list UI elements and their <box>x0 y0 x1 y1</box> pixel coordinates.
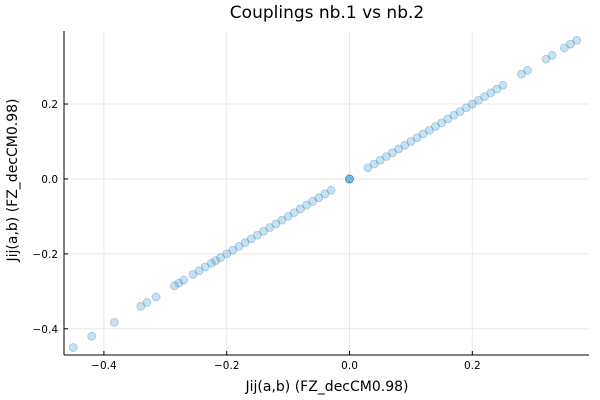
data-point <box>424 125 434 135</box>
data-points <box>68 35 582 352</box>
data-point <box>455 107 465 116</box>
data-point <box>388 148 397 158</box>
data-point <box>283 212 293 221</box>
data-point <box>560 43 569 53</box>
data-point <box>246 234 256 244</box>
data-point <box>136 301 146 311</box>
data-point <box>345 174 354 184</box>
data-point <box>375 155 385 165</box>
data-point <box>498 80 508 90</box>
x-tick-label: 0.0 <box>341 360 358 372</box>
data-point <box>326 185 336 195</box>
data-point <box>211 256 221 266</box>
x-tick-label: 0.2 <box>464 360 481 372</box>
data-point <box>406 137 416 146</box>
x-axis-label: Jij(a,b) (FZ_decCM0.98) <box>245 379 409 395</box>
data-point <box>363 163 373 173</box>
x-tick-label: −0.4 <box>91 360 117 372</box>
data-point <box>523 65 532 75</box>
data-point <box>188 270 198 279</box>
data-point <box>200 262 210 272</box>
data-point <box>228 245 238 255</box>
data-point <box>174 278 184 288</box>
data-point <box>443 114 453 124</box>
data-point <box>547 50 557 60</box>
data-point <box>151 292 161 302</box>
data-point <box>170 281 179 291</box>
data-point <box>400 140 410 150</box>
tick-labels: −0.4 −0.2 0.0 0.2 −0.4 −0.2 0.0 0.2 <box>33 99 481 372</box>
data-point <box>566 39 575 49</box>
data-point <box>418 129 428 139</box>
axes <box>63 31 589 356</box>
data-point <box>302 200 311 210</box>
data-point <box>541 54 551 64</box>
data-point <box>320 189 330 199</box>
data-point <box>240 238 250 248</box>
data-point <box>109 318 119 327</box>
y-axis-label: Jij(a,b) (FZ_decCM0.98) <box>5 99 21 263</box>
data-point <box>271 219 281 229</box>
data-point <box>142 298 152 307</box>
data-point <box>369 159 379 169</box>
data-point <box>461 103 471 113</box>
data-point <box>206 258 216 268</box>
grid <box>64 31 589 355</box>
data-point <box>345 174 354 184</box>
y-tick-label: 0.2 <box>41 99 58 111</box>
data-point <box>467 99 477 109</box>
y-tick-label: −0.2 <box>33 249 59 261</box>
data-point <box>308 197 318 206</box>
data-point <box>381 152 391 161</box>
data-point <box>394 144 404 154</box>
data-point <box>253 230 262 240</box>
data-point <box>572 35 582 45</box>
data-point <box>296 204 305 214</box>
data-point <box>277 215 287 225</box>
data-point <box>179 275 189 285</box>
data-point <box>431 122 440 131</box>
data-point <box>216 253 225 263</box>
data-point <box>437 118 447 128</box>
x-tick-label: −0.2 <box>214 360 240 372</box>
data-point <box>87 331 97 341</box>
data-point <box>265 223 275 233</box>
data-point <box>345 174 354 184</box>
y-tick-label: 0.0 <box>41 174 58 186</box>
data-point <box>492 84 502 94</box>
data-point <box>314 193 324 203</box>
data-point <box>486 88 496 98</box>
data-point <box>68 343 78 352</box>
data-point <box>222 249 232 259</box>
data-point <box>517 69 526 79</box>
data-point <box>234 241 244 251</box>
data-point <box>259 226 268 236</box>
data-point <box>289 208 299 218</box>
data-point <box>480 92 490 101</box>
data-point <box>474 95 483 105</box>
y-tick-label: −0.4 <box>33 324 59 336</box>
data-point <box>449 110 459 120</box>
data-point <box>412 133 422 143</box>
data-point <box>194 266 204 276</box>
chart-title: Couplings nb.1 vs nb.2 <box>230 3 424 23</box>
